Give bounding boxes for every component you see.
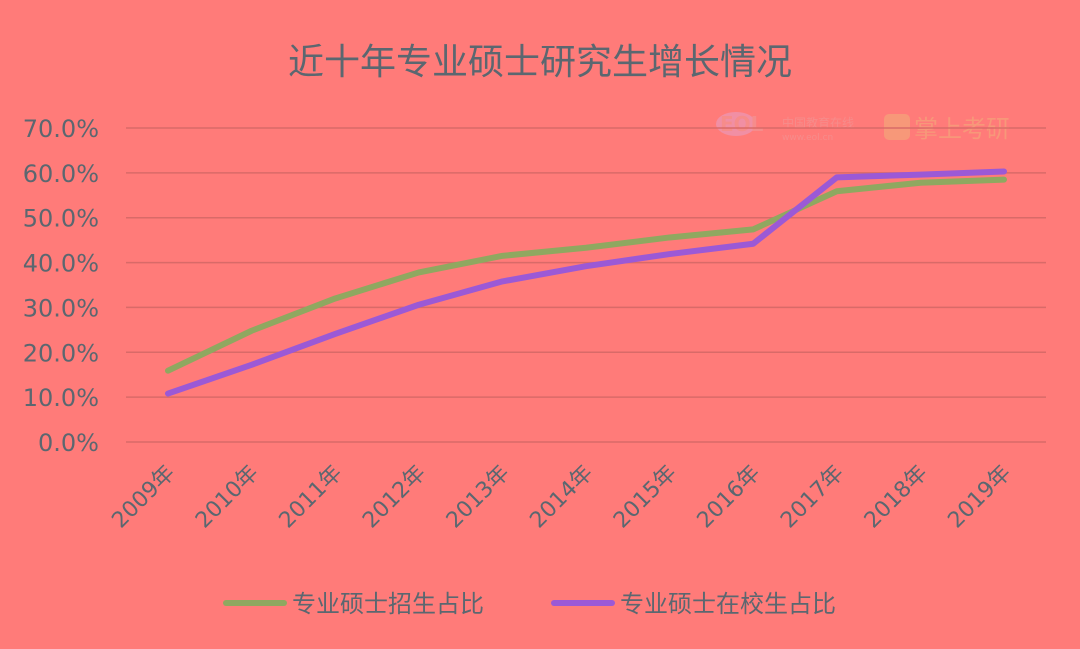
x-tick-label: 2010年 — [191, 461, 264, 534]
eol-logo-icon — [716, 112, 756, 136]
series-line-2 — [165, 168, 1007, 397]
watermark: EOL 中国教育在线 www.eol.cn 掌上考研 — [716, 112, 1010, 143]
x-tick-label: 2015年 — [609, 461, 682, 534]
x-axis-ticks: 2009年 2010年 2011年 2012年 2013年 2014年 2015年 2016年… — [107, 461, 1016, 534]
x-tick-label: 2016年 — [693, 461, 766, 534]
x-tick-label: 2012年 — [358, 461, 431, 534]
zhangshang-logo-icon — [884, 114, 910, 140]
series-lines — [165, 168, 1007, 397]
eol-logo-text: EOL — [720, 112, 764, 136]
legend-label: 专业硕士在校生占比 — [620, 590, 836, 618]
x-tick-label: 2018年 — [860, 461, 933, 534]
legend-label: 专业硕士招生占比 — [292, 590, 484, 618]
series-line-1 — [165, 176, 1007, 374]
chart-title: 近十年专业硕士研究生增长情况 — [288, 42, 792, 83]
y-axis-ticks: 0.0% 10.0% 20.0% 30.0% 40.0% 50.0% 60.0% 70.0% — [23, 115, 99, 457]
y-tick-label: 60.0% — [23, 160, 99, 188]
eol-logo-cn: 中国教育在线 — [782, 115, 854, 130]
x-tick-label: 2013年 — [442, 461, 515, 534]
zhangshang-logo-text: 掌上考研 — [914, 115, 1010, 143]
x-tick-label: 2017年 — [776, 461, 849, 534]
x-tick-label: 2011年 — [275, 461, 348, 534]
eol-logo-url: www.eol.cn — [782, 133, 833, 143]
y-tick-label: 0.0% — [38, 429, 99, 457]
y-tick-label: 50.0% — [23, 205, 99, 233]
y-tick-label: 20.0% — [23, 339, 99, 367]
y-tick-label: 70.0% — [23, 115, 99, 143]
x-tick-label: 2014年 — [525, 461, 598, 534]
x-tick-label: 2009年 — [107, 461, 180, 534]
legend: 专业硕士招生占比 专业硕士在校生占比 — [223, 590, 836, 618]
y-tick-label: 30.0% — [23, 294, 99, 322]
y-tick-label: 10.0% — [23, 384, 99, 412]
x-tick-label: 2019年 — [943, 461, 1016, 534]
y-tick-label: 40.0% — [23, 250, 99, 278]
